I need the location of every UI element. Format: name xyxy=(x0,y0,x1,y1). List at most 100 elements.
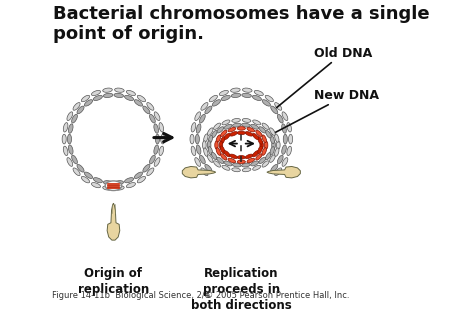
Ellipse shape xyxy=(274,148,279,156)
Ellipse shape xyxy=(262,148,266,155)
Ellipse shape xyxy=(114,93,124,98)
Ellipse shape xyxy=(243,88,252,92)
Ellipse shape xyxy=(277,155,283,164)
Ellipse shape xyxy=(195,134,200,144)
Ellipse shape xyxy=(270,128,275,135)
Polygon shape xyxy=(182,167,216,178)
Ellipse shape xyxy=(237,160,246,164)
Ellipse shape xyxy=(217,157,224,164)
Ellipse shape xyxy=(224,151,230,157)
Ellipse shape xyxy=(289,134,292,144)
Ellipse shape xyxy=(232,118,240,122)
Ellipse shape xyxy=(214,123,220,130)
Text: Bacterial chromosomes have a single
point of origin.: Bacterial chromosomes have a single poin… xyxy=(53,5,430,43)
Text: Replication
proceeds in
both directions: Replication proceeds in both directions xyxy=(191,267,292,312)
Ellipse shape xyxy=(224,133,230,140)
Ellipse shape xyxy=(221,95,230,100)
Ellipse shape xyxy=(137,176,146,183)
Ellipse shape xyxy=(211,152,217,160)
Ellipse shape xyxy=(127,91,136,96)
Ellipse shape xyxy=(258,146,262,154)
Ellipse shape xyxy=(93,178,102,183)
Ellipse shape xyxy=(105,181,122,190)
Ellipse shape xyxy=(237,127,246,130)
Ellipse shape xyxy=(93,95,102,100)
Ellipse shape xyxy=(195,158,201,166)
Ellipse shape xyxy=(237,131,246,135)
Ellipse shape xyxy=(82,176,90,183)
Ellipse shape xyxy=(91,182,100,188)
Ellipse shape xyxy=(64,146,68,156)
Ellipse shape xyxy=(262,100,271,106)
Ellipse shape xyxy=(232,168,240,172)
Ellipse shape xyxy=(77,164,84,172)
Ellipse shape xyxy=(251,124,259,129)
Ellipse shape xyxy=(68,124,73,133)
Ellipse shape xyxy=(115,186,124,190)
Ellipse shape xyxy=(242,168,251,172)
Ellipse shape xyxy=(212,100,220,106)
Ellipse shape xyxy=(154,145,158,154)
Text: © 2005 Pearson Prentice Hall, Inc.: © 2005 Pearson Prentice Hall, Inc. xyxy=(205,291,350,300)
Ellipse shape xyxy=(265,95,273,102)
Ellipse shape xyxy=(134,100,143,106)
Ellipse shape xyxy=(204,148,208,156)
Ellipse shape xyxy=(62,134,66,144)
Ellipse shape xyxy=(271,106,278,114)
Ellipse shape xyxy=(224,124,232,129)
Ellipse shape xyxy=(64,122,68,132)
Ellipse shape xyxy=(143,164,150,172)
Ellipse shape xyxy=(253,165,261,170)
Ellipse shape xyxy=(115,88,124,92)
Ellipse shape xyxy=(247,158,255,163)
Ellipse shape xyxy=(143,106,150,114)
Ellipse shape xyxy=(202,141,206,149)
Ellipse shape xyxy=(147,103,154,110)
Ellipse shape xyxy=(207,141,211,149)
Ellipse shape xyxy=(287,122,292,132)
Ellipse shape xyxy=(159,122,164,132)
Ellipse shape xyxy=(230,154,237,159)
Ellipse shape xyxy=(219,91,228,96)
Ellipse shape xyxy=(251,161,259,166)
Ellipse shape xyxy=(147,168,154,176)
Ellipse shape xyxy=(220,154,227,160)
Ellipse shape xyxy=(224,161,232,166)
Ellipse shape xyxy=(155,134,159,144)
Ellipse shape xyxy=(208,147,212,155)
Ellipse shape xyxy=(214,161,220,167)
Ellipse shape xyxy=(208,155,213,162)
Ellipse shape xyxy=(84,100,92,106)
Ellipse shape xyxy=(200,155,205,164)
Ellipse shape xyxy=(72,155,77,164)
Text: Old DNA: Old DNA xyxy=(277,47,372,108)
Ellipse shape xyxy=(271,164,278,172)
Ellipse shape xyxy=(103,186,112,190)
Ellipse shape xyxy=(220,137,225,144)
Ellipse shape xyxy=(276,141,280,149)
Ellipse shape xyxy=(237,156,246,159)
Ellipse shape xyxy=(232,123,241,127)
Ellipse shape xyxy=(282,112,288,121)
Ellipse shape xyxy=(196,145,201,154)
Ellipse shape xyxy=(222,120,230,125)
Polygon shape xyxy=(267,167,301,178)
Ellipse shape xyxy=(208,128,213,135)
Ellipse shape xyxy=(230,88,240,92)
Ellipse shape xyxy=(103,93,113,98)
Ellipse shape xyxy=(228,158,236,163)
Ellipse shape xyxy=(91,91,100,96)
Ellipse shape xyxy=(125,178,134,183)
Ellipse shape xyxy=(264,141,268,149)
Ellipse shape xyxy=(204,134,208,142)
Ellipse shape xyxy=(205,164,212,172)
Ellipse shape xyxy=(231,93,241,98)
Ellipse shape xyxy=(256,130,262,137)
Ellipse shape xyxy=(219,141,223,149)
Ellipse shape xyxy=(77,106,84,114)
Ellipse shape xyxy=(84,172,92,179)
Ellipse shape xyxy=(265,152,271,160)
Ellipse shape xyxy=(154,112,160,121)
Ellipse shape xyxy=(247,128,255,132)
Ellipse shape xyxy=(265,130,271,138)
